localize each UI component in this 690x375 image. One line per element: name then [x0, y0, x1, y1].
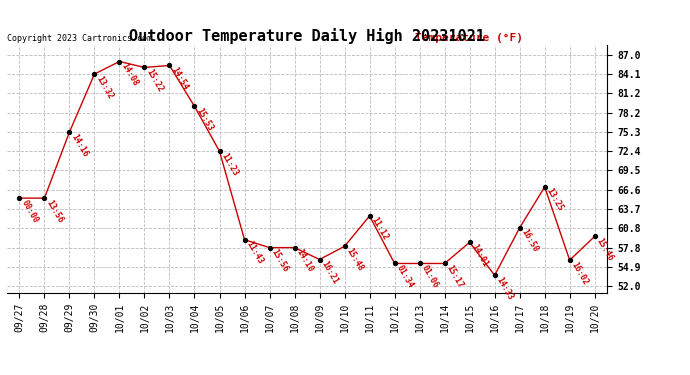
Text: 11:12: 11:12 — [370, 216, 390, 242]
Point — [339, 243, 350, 249]
Text: 01:06: 01:06 — [420, 264, 440, 290]
Point — [289, 244, 300, 250]
Text: 15:22: 15:22 — [144, 68, 165, 94]
Point — [564, 257, 575, 263]
Point — [489, 272, 500, 278]
Point — [464, 239, 475, 245]
Text: 14:01: 14:01 — [470, 242, 490, 268]
Point — [264, 244, 275, 250]
Text: Copyright 2023 Cartronics.com: Copyright 2023 Cartronics.com — [7, 33, 152, 42]
Text: 11:43: 11:43 — [244, 240, 265, 266]
Point — [189, 104, 200, 110]
Text: 15:17: 15:17 — [444, 264, 465, 290]
Point — [214, 148, 225, 154]
Point — [239, 237, 250, 243]
Point — [414, 261, 425, 267]
Text: 13:32: 13:32 — [95, 74, 115, 100]
Point — [314, 256, 325, 262]
Point — [139, 64, 150, 70]
Text: 15:46: 15:46 — [595, 236, 615, 262]
Text: 15:53: 15:53 — [195, 106, 215, 132]
Text: 16:21: 16:21 — [319, 260, 340, 286]
Point — [39, 195, 50, 201]
Point — [389, 261, 400, 267]
Text: 15:48: 15:48 — [344, 246, 365, 273]
Point — [439, 261, 450, 267]
Text: 00:00: 00:00 — [19, 198, 40, 224]
Text: Temperature (°F): Temperature (°F) — [415, 33, 523, 42]
Text: 16:50: 16:50 — [520, 228, 540, 254]
Point — [514, 225, 525, 231]
Text: 14:33: 14:33 — [495, 275, 515, 302]
Point — [114, 58, 125, 64]
Point — [64, 129, 75, 135]
Point — [364, 213, 375, 219]
Title: Outdoor Temperature Daily High 20231021: Outdoor Temperature Daily High 20231021 — [129, 28, 485, 44]
Text: 14:08: 14:08 — [119, 62, 140, 88]
Point — [14, 195, 25, 201]
Text: 14:16: 14:16 — [70, 132, 90, 158]
Text: 16:02: 16:02 — [570, 260, 590, 286]
Point — [164, 63, 175, 69]
Point — [89, 71, 100, 77]
Text: 01:34: 01:34 — [395, 264, 415, 290]
Text: 13:25: 13:25 — [544, 187, 565, 213]
Text: 15:56: 15:56 — [270, 248, 290, 274]
Text: 13:56: 13:56 — [44, 198, 65, 224]
Text: 14:54: 14:54 — [170, 66, 190, 92]
Text: 14:10: 14:10 — [295, 248, 315, 274]
Point — [589, 233, 600, 239]
Text: 11:23: 11:23 — [219, 151, 240, 177]
Point — [539, 184, 550, 190]
